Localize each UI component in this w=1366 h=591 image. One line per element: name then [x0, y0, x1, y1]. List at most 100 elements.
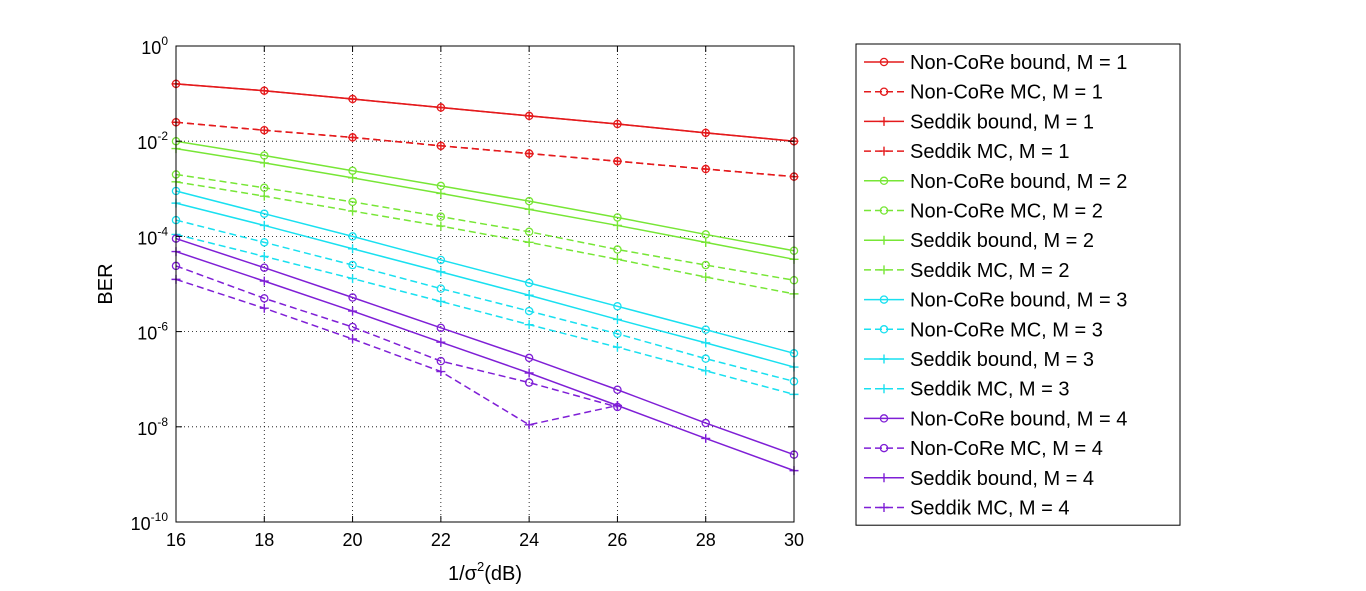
data-point — [613, 302, 622, 311]
series-line — [175, 233, 795, 396]
x-tick-label: 20 — [343, 530, 363, 550]
data-point — [436, 267, 446, 277]
series-11 — [171, 198, 799, 372]
legend-item: Seddik MC, M = 3 — [864, 379, 1070, 401]
data-point — [613, 385, 622, 395]
x-tick-label: 30 — [784, 530, 804, 550]
data-point — [701, 237, 711, 247]
data-point — [524, 290, 534, 300]
data-point — [701, 354, 710, 363]
legend-item: Seddik bound, M = 3 — [864, 349, 1094, 371]
x-tick-label: 18 — [254, 530, 274, 550]
data-point — [612, 314, 622, 324]
data-point — [612, 254, 622, 264]
legend-swatch-marker — [879, 116, 889, 126]
legend-swatch-marker — [879, 473, 889, 483]
legend-swatch-marker — [879, 235, 889, 245]
data-point — [260, 238, 269, 247]
data-point — [701, 418, 710, 428]
legend-swatch-marker — [879, 325, 889, 334]
data-point — [701, 366, 711, 376]
legend-item: Seddik bound, M = 2 — [864, 230, 1094, 252]
series-line — [175, 190, 795, 355]
data-point — [348, 132, 358, 142]
legend-swatch-marker — [879, 206, 889, 215]
y-tick-label: 10-4 — [137, 224, 168, 248]
data-point — [436, 212, 446, 221]
data-point — [348, 274, 358, 284]
data-point — [348, 232, 357, 241]
data-point — [436, 367, 446, 377]
y-tick-label: 10-6 — [137, 320, 168, 344]
x-tick-label: 22 — [431, 530, 451, 550]
legend-swatch-marker — [879, 414, 889, 423]
legend: Non-CoRe bound, M = 1 Non-CoRe MC, M = 1 S… — [855, 43, 1181, 526]
data-point — [259, 276, 269, 286]
data-point — [260, 263, 269, 272]
axes-frame — [175, 45, 795, 523]
data-point — [612, 220, 622, 230]
legend-item: Non-CoRe bound, M = 1 — [864, 52, 1127, 74]
legend-swatch-marker — [879, 384, 889, 394]
data-point — [259, 158, 269, 168]
legend-swatch-marker — [879, 176, 889, 186]
series-line — [175, 265, 618, 408]
legend-swatch-marker — [879, 443, 889, 453]
data-point — [348, 206, 358, 216]
data-point — [524, 278, 534, 288]
series-line — [175, 181, 795, 295]
data-point — [524, 196, 534, 206]
legend-label: Seddik MC, M = 4 — [910, 498, 1070, 520]
legend-swatch-marker — [879, 57, 889, 67]
legend-item: Non-CoRe bound, M = 3 — [864, 290, 1127, 312]
legend-label: Non-CoRe MC, M = 4 — [910, 438, 1103, 460]
data-point — [524, 227, 534, 237]
series-layer — [171, 79, 799, 476]
data-point — [260, 183, 269, 193]
data-point — [436, 255, 446, 265]
data-point — [436, 323, 446, 333]
y-axis-label: BER — [95, 263, 117, 304]
series-line — [175, 121, 795, 178]
legend-item: Seddik MC, M = 2 — [864, 260, 1070, 282]
data-point — [701, 338, 711, 348]
data-point — [436, 188, 446, 198]
data-point — [701, 325, 710, 334]
data-point — [436, 284, 446, 293]
y-tick-label: 10-8 — [137, 415, 168, 439]
legend-swatch-marker — [879, 503, 889, 512]
data-point — [348, 94, 358, 104]
data-point — [701, 164, 711, 174]
legend-label: Seddik MC, M = 3 — [910, 379, 1070, 401]
data-point — [613, 245, 622, 254]
legend-item: Seddik MC, M = 4 — [864, 498, 1070, 520]
data-point — [259, 220, 269, 230]
data-point — [436, 337, 446, 347]
data-point — [524, 204, 534, 214]
legend-swatch-marker — [879, 265, 889, 275]
data-point — [348, 260, 357, 270]
data-point — [348, 322, 357, 332]
data-point — [701, 433, 711, 443]
legend-label: Seddik bound, M = 2 — [910, 230, 1094, 252]
data-point — [524, 353, 534, 363]
x-tick-label: 26 — [607, 530, 627, 550]
legend-label: Seddik MC, M = 2 — [910, 260, 1070, 282]
legend-item: Non-CoRe bound, M = 2 — [864, 171, 1127, 193]
data-point — [348, 334, 358, 344]
data-point — [436, 221, 446, 231]
data-point — [701, 272, 711, 282]
legend-item: Seddik bound, M = 1 — [864, 111, 1094, 133]
data-point — [612, 342, 622, 352]
axes-layer: 16 18 20 22 24 26 28 30 100 10-2 10-4 10-6 10-8 10-10… — [95, 34, 804, 585]
legend-label: Seddik MC, M = 1 — [910, 141, 1070, 163]
data-point — [348, 197, 357, 207]
x-tick-label: 28 — [696, 530, 716, 550]
data-point — [348, 293, 357, 302]
series-line — [175, 219, 795, 383]
series-line — [175, 278, 618, 426]
data-point — [436, 356, 446, 366]
data-point — [348, 306, 358, 316]
data-point — [612, 119, 622, 129]
